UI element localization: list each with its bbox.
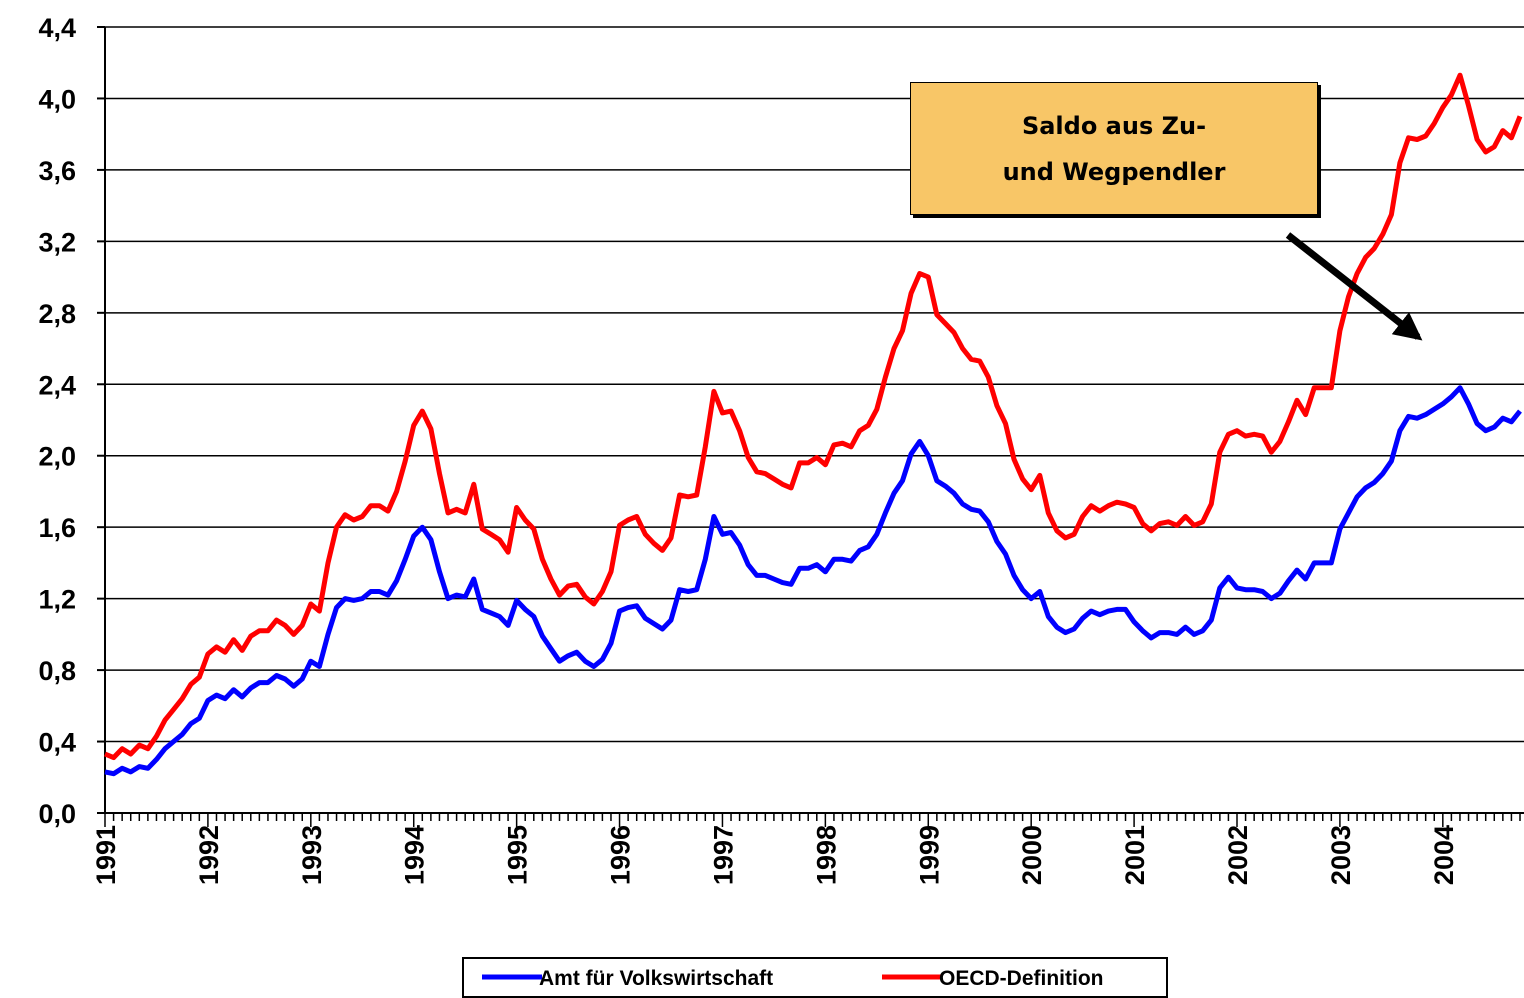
x-tick-label: 1994 (400, 825, 430, 885)
legend: Amt für Volkswirtschaft OECD-Definition (462, 957, 1168, 998)
legend-box (462, 957, 1168, 998)
y-tick-label: 0,4 (38, 728, 76, 758)
x-tick-label: 2004 (1429, 825, 1459, 885)
y-tick-label: 4,4 (38, 13, 76, 43)
y-tick-label: 4,0 (38, 84, 76, 114)
annotation: Saldo aus Zu- und Wegpendler (910, 82, 1318, 215)
y-tick-label: 0,0 (38, 799, 76, 829)
x-tick-label: 1998 (811, 825, 841, 885)
x-tick-label: 1999 (914, 825, 944, 885)
y-tick-label: 1,2 (38, 585, 76, 615)
x-tick-label: 1997 (708, 825, 738, 885)
y-tick-label: 0,8 (38, 656, 76, 686)
line-series (104, 385, 1522, 777)
legend-label: Amt für Volkswirtschaft (539, 967, 773, 990)
x-tick-label: 2001 (1120, 825, 1150, 885)
y-tick-label: 3,2 (38, 227, 76, 257)
annotation-arrow (1285, 232, 1423, 341)
x-tick-label: 1996 (606, 825, 636, 885)
x-tick-label: 1991 (91, 825, 121, 885)
x-tick-label: 2002 (1223, 825, 1253, 885)
x-tick-label: 2003 (1326, 825, 1356, 885)
x-tick-label: 1992 (194, 825, 224, 885)
y-tick-label: 1,6 (38, 513, 76, 543)
x-tick-label: 1993 (297, 825, 327, 885)
y-tick-label: 3,6 (38, 156, 76, 186)
y-tick-label: 2,4 (38, 370, 76, 400)
y-tick-label: 2,8 (38, 299, 76, 329)
x-tick-label: 1995 (503, 825, 533, 885)
plot: 0,0 0,4 0,8 1,2 1,6 2,0 2,4 2,8 3,2 3,6 4,0 4,4 1991… (38, 13, 1524, 885)
x-tick-label: 2000 (1017, 825, 1047, 885)
legend-label: OECD-Definition (939, 967, 1103, 990)
y-tick-label: 2,0 (38, 442, 76, 472)
line-series (104, 72, 1523, 761)
